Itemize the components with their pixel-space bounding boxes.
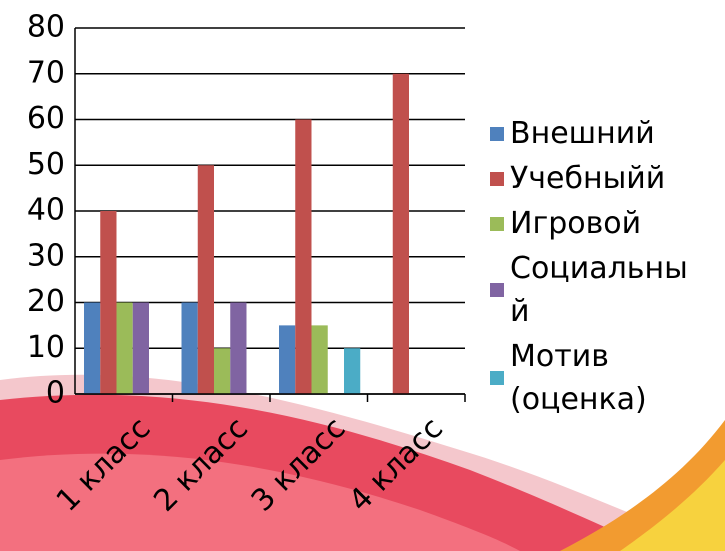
legend-label: Мотив (оценка) bbox=[510, 339, 647, 417]
y-tick-label: 10 bbox=[27, 330, 65, 365]
legend-label: Внешний bbox=[510, 116, 655, 151]
y-tick-label: 20 bbox=[27, 284, 65, 319]
y-tick-label: 30 bbox=[27, 238, 65, 273]
legend-label: Игровой bbox=[510, 206, 642, 241]
bar bbox=[230, 302, 247, 394]
bar bbox=[197, 165, 214, 394]
legend-item: Внешний bbox=[490, 112, 695, 155]
legend-label: Социальный bbox=[510, 251, 688, 329]
y-tick-label: 50 bbox=[27, 147, 65, 182]
y-tick-label: 60 bbox=[27, 101, 65, 136]
bar bbox=[100, 211, 117, 394]
legend-item: Учебныйй bbox=[490, 157, 695, 200]
bar bbox=[116, 302, 133, 394]
decor bbox=[560, 420, 725, 551]
legend-item: Мотив (оценка) bbox=[490, 335, 695, 421]
bar bbox=[311, 325, 328, 394]
bar bbox=[181, 302, 198, 394]
y-tick-label: 0 bbox=[46, 376, 65, 411]
legend: Внешний Учебныйй Игровой Социальный Мотив (о… bbox=[490, 112, 695, 423]
y-tick-label: 40 bbox=[27, 193, 65, 228]
bar bbox=[392, 73, 409, 394]
legend-item: Игровой bbox=[490, 202, 695, 245]
bar bbox=[344, 348, 361, 394]
legend-label: Учебныйй bbox=[510, 161, 666, 196]
y-tick-label: 80 bbox=[27, 10, 65, 45]
bar bbox=[279, 325, 296, 394]
legend-swatch bbox=[490, 126, 504, 141]
bar bbox=[132, 302, 149, 394]
bar bbox=[295, 119, 312, 394]
decor bbox=[0, 453, 520, 551]
bar bbox=[214, 348, 231, 394]
y-tick-label: 70 bbox=[27, 55, 65, 90]
legend-swatch bbox=[490, 283, 504, 297]
legend-item: Социальный bbox=[490, 247, 695, 333]
legend-swatch bbox=[490, 371, 504, 385]
legend-swatch bbox=[490, 216, 504, 231]
legend-swatch bbox=[490, 171, 504, 186]
bar bbox=[84, 302, 101, 394]
